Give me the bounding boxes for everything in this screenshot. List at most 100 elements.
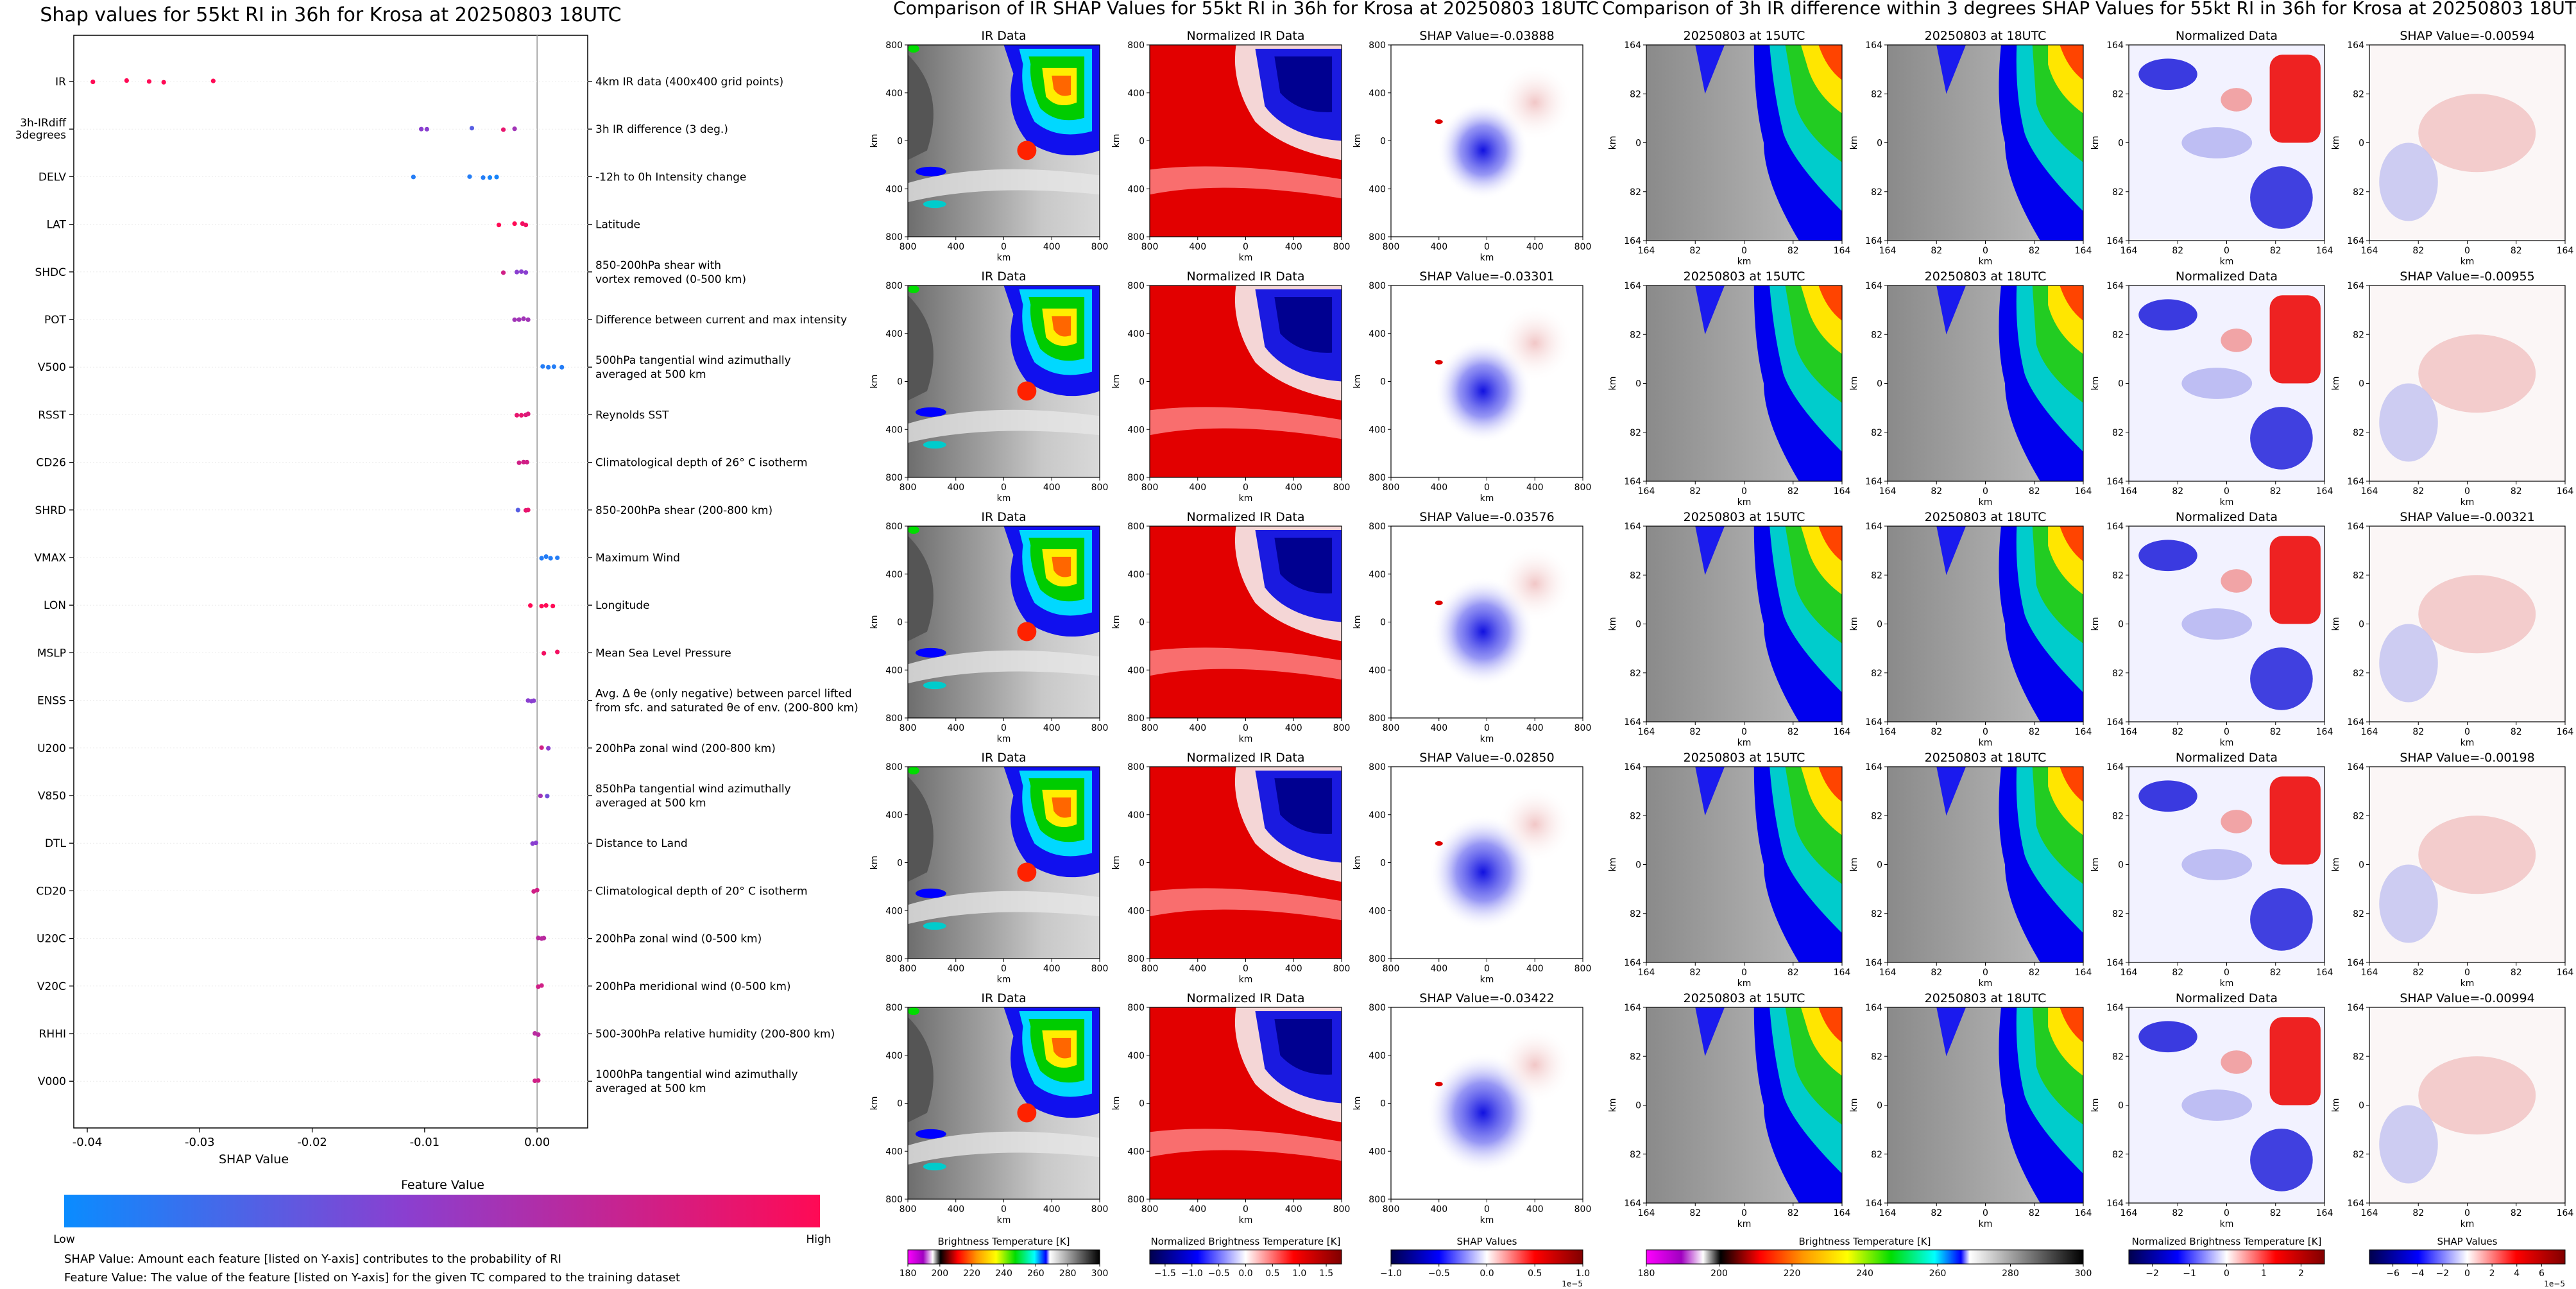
diff-panel-r2-c3 bbox=[2126, 286, 2324, 484]
diff-panel-r3-c1 bbox=[1643, 526, 1842, 725]
y-tick-label: 0 bbox=[1635, 379, 1641, 389]
x-tick-label: 164 bbox=[1834, 727, 1851, 737]
feature-description: Mean Sea Level Pressure bbox=[595, 647, 731, 660]
x-axis-label: km bbox=[1737, 978, 1752, 989]
shap-plot-frame bbox=[74, 35, 588, 1128]
y-tick-label: 400 bbox=[885, 1147, 903, 1157]
colorbar-tick-label: 220 bbox=[1784, 1268, 1801, 1279]
x-tick-label: 0 bbox=[2224, 968, 2230, 978]
x-axis-label: km bbox=[1480, 253, 1494, 263]
colorbar-tick-label: 1.0 bbox=[1292, 1268, 1306, 1279]
x-tick-label: 164 bbox=[1638, 1208, 1655, 1218]
y-axis-label: km bbox=[2331, 858, 2341, 872]
x-axis-label: km bbox=[1979, 738, 1993, 748]
panel-title: 20250803 at 15UTC bbox=[1684, 510, 1805, 524]
shap-negative-region bbox=[2379, 865, 2438, 943]
y-tick-label: 82 bbox=[1630, 669, 1641, 679]
x-tick-label: 164 bbox=[2120, 246, 2138, 256]
y-tick-label: 0 bbox=[2118, 860, 2124, 871]
y-tick-label: 164 bbox=[2106, 236, 2124, 246]
colorbar-tick-label: 280 bbox=[1059, 1268, 1077, 1279]
x-axis-label: km bbox=[2461, 738, 2475, 748]
colorbar-tick-label: −0.5 bbox=[1208, 1268, 1230, 1279]
x-tick-label: 164 bbox=[2120, 727, 2138, 737]
shap-point bbox=[411, 175, 416, 179]
y-tick-label: 0 bbox=[1139, 858, 1145, 869]
x-tick-label: 82 bbox=[2270, 246, 2282, 256]
y-tick-label: 82 bbox=[1630, 330, 1641, 340]
y-tick-label: 800 bbox=[885, 1195, 903, 1205]
shap-point bbox=[540, 604, 544, 608]
shap-point bbox=[488, 175, 492, 180]
colorbar-scale: 1e−5 bbox=[2544, 1279, 2565, 1288]
ir-panel-r2-c2 bbox=[1147, 286, 1342, 481]
x-tick-label: 800 bbox=[1574, 723, 1592, 733]
shap-point bbox=[549, 556, 553, 560]
feature-value-colorbar bbox=[64, 1195, 820, 1227]
colorbar-tick-label: 2 bbox=[2489, 1268, 2495, 1279]
colorbar-tick-label: 300 bbox=[2075, 1268, 2092, 1279]
x-tick-label: 800 bbox=[1383, 482, 1400, 493]
shap-point bbox=[124, 78, 129, 83]
x-tick-label: 400 bbox=[1430, 242, 1447, 252]
shap-point bbox=[546, 746, 550, 751]
y-tick-label: 82 bbox=[2353, 187, 2364, 198]
x-tick-label: 82 bbox=[2172, 486, 2183, 497]
y-axis-label: km bbox=[1111, 1097, 1122, 1111]
panel-title: SHAP Value=-0.00321 bbox=[2400, 510, 2534, 524]
x-axis-label: km bbox=[1480, 975, 1494, 985]
y-tick-label: 400 bbox=[1127, 570, 1145, 580]
x-tick-label: 0 bbox=[1741, 727, 1747, 737]
y-tick-label: 400 bbox=[885, 570, 903, 580]
y-tick-label: 164 bbox=[2347, 477, 2364, 487]
shap-point bbox=[516, 461, 521, 465]
panel-title: IR Data bbox=[981, 269, 1026, 284]
y-axis-label: km bbox=[2090, 136, 2101, 150]
x-tick-label: 164 bbox=[1879, 727, 1897, 737]
y-tick-label: 800 bbox=[1127, 1195, 1145, 1205]
y-tick-label: 82 bbox=[1630, 811, 1641, 821]
y-tick-label: 82 bbox=[1871, 669, 1882, 679]
y-axis-label: km bbox=[869, 134, 880, 148]
x-tick-label: 164 bbox=[2316, 486, 2333, 497]
feature-description: Difference between current and max inten… bbox=[595, 314, 847, 327]
x-tick-label: 0 bbox=[1243, 1204, 1249, 1215]
colorbar-tick-label: −1.0 bbox=[1181, 1268, 1203, 1279]
feature-label: U20C bbox=[37, 933, 66, 946]
diff-panel-r4-c3 bbox=[2126, 767, 2324, 966]
panel-title: 20250803 at 18UTC bbox=[1925, 269, 2047, 284]
x-tick-label: 0 bbox=[1001, 964, 1007, 974]
y-tick-label: 0 bbox=[2118, 139, 2124, 149]
y-tick-label: 82 bbox=[2112, 1052, 2124, 1062]
note-shap: SHAP Value: Amount each feature [listed … bbox=[64, 1252, 561, 1266]
colorbar-tick-label: −1.0 bbox=[1380, 1268, 1402, 1279]
positive-region bbox=[2270, 55, 2321, 142]
y-axis-label: km bbox=[1352, 615, 1363, 629]
x-tick-label: 82 bbox=[2511, 727, 2522, 737]
y-tick-label: 82 bbox=[2112, 909, 2124, 919]
shap-positive-region bbox=[2418, 334, 2536, 413]
x-tick-label: 400 bbox=[1285, 242, 1302, 252]
shap-point bbox=[501, 270, 506, 275]
x-tick-label: 82 bbox=[1931, 968, 1942, 978]
negative-region bbox=[2138, 540, 2197, 571]
x-tick-label: 800 bbox=[1091, 242, 1109, 252]
feature-description: 4km IR data (400x400 grid points) bbox=[595, 76, 783, 89]
x-tick-label: 400 bbox=[947, 242, 964, 252]
x-tick-label: 164 bbox=[1879, 246, 1897, 256]
x-tick-label: 82 bbox=[2270, 727, 2282, 737]
x-tick-label: 82 bbox=[2172, 727, 2183, 737]
y-axis-label: km bbox=[2331, 377, 2341, 391]
panel-title: SHAP Value=-0.03888 bbox=[1419, 29, 1554, 43]
y-tick-label: 0 bbox=[1877, 860, 1882, 871]
panel-title: SHAP Value=-0.03301 bbox=[1419, 269, 1554, 284]
y-tick-label: 400 bbox=[1127, 89, 1145, 99]
y-tick-label: 82 bbox=[1630, 1052, 1641, 1062]
x-axis-label: km bbox=[2220, 1219, 2234, 1229]
y-tick-label: 400 bbox=[1369, 1051, 1386, 1061]
y-tick-label: 164 bbox=[2347, 1199, 2364, 1209]
shap-point bbox=[552, 364, 556, 369]
y-axis-label: km bbox=[1608, 1098, 1618, 1113]
x-tick-label: 400 bbox=[1189, 964, 1206, 974]
x-tick-label: 400 bbox=[1043, 482, 1061, 493]
